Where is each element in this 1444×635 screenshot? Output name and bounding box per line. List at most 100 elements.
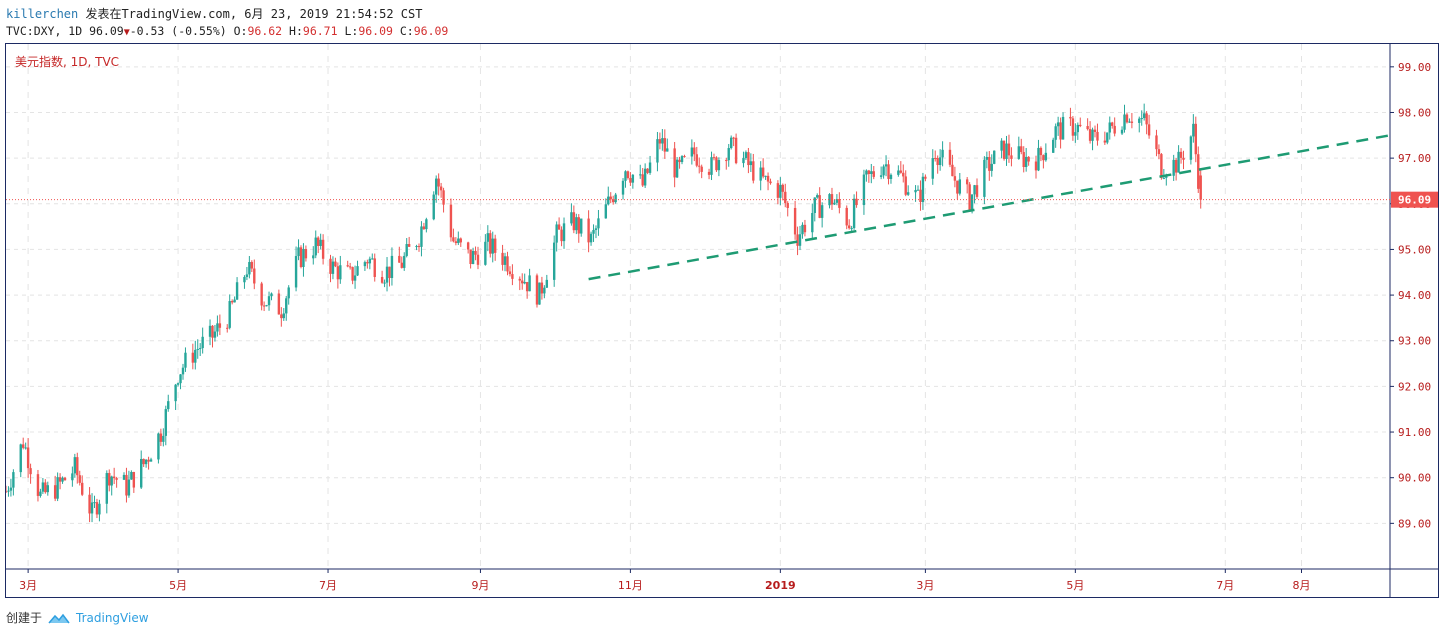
candle-body: [717, 160, 721, 171]
candle-body: [710, 157, 713, 175]
candle-body: [580, 218, 583, 234]
candle-body: [764, 175, 767, 177]
candle-body: [727, 148, 730, 161]
candle-body: [415, 246, 418, 248]
candle-body: [61, 477, 64, 482]
candle-body: [1076, 124, 1080, 133]
candle-body: [752, 161, 755, 181]
candle-body: [993, 150, 996, 164]
candle-body: [245, 274, 249, 278]
candle-body: [921, 176, 925, 203]
candle-body: [803, 224, 807, 233]
candle-body: [285, 298, 288, 314]
candle-body: [675, 159, 679, 178]
candle-body: [626, 171, 630, 178]
candle-body: [253, 268, 256, 284]
y-tick-label: 95.00: [1398, 243, 1431, 256]
candle-body: [304, 249, 308, 259]
candle-body: [523, 282, 526, 284]
candle-body: [744, 152, 748, 159]
candle-body: [1145, 113, 1148, 125]
author-name[interactable]: killerchen: [6, 7, 79, 21]
candle-body: [865, 170, 868, 175]
candle-body: [422, 226, 426, 230]
tradingview-brand[interactable]: TradingView: [76, 610, 149, 625]
candle-body: [1024, 156, 1028, 168]
candle-body: [403, 255, 406, 268]
candle-body: [78, 475, 81, 483]
candlestick-chart[interactable]: 89.0090.0091.0092.0093.0094.0095.0096.00…: [6, 44, 1438, 597]
y-tick-label: 94.00: [1398, 289, 1431, 302]
candle-body: [975, 185, 979, 197]
candle-body: [250, 262, 254, 269]
candle-body: [162, 435, 165, 442]
candle-body: [855, 198, 858, 206]
candle-body: [973, 185, 976, 195]
x-tick-label: 7月: [319, 579, 337, 592]
candle-body: [525, 282, 529, 292]
candle-body: [196, 348, 199, 350]
candle-body: [761, 167, 765, 177]
candle-body: [233, 299, 236, 303]
low-value: 96.09: [358, 24, 393, 38]
candle-body: [1197, 154, 1200, 189]
candle-body: [457, 238, 460, 244]
candle-body: [489, 233, 492, 254]
candle-body: [314, 237, 317, 256]
candle-body: [476, 254, 480, 265]
candle-body: [1074, 132, 1077, 136]
candle-body: [575, 217, 578, 231]
candle-body: [1086, 126, 1089, 130]
candle-body: [469, 249, 472, 264]
candle-body: [663, 138, 667, 152]
candle-body: [535, 275, 539, 305]
trendline: [588, 134, 1391, 281]
candle-body: [511, 274, 514, 279]
candle-body: [594, 228, 598, 230]
footer: 创建于 TradingView: [6, 609, 149, 626]
candle-body: [1069, 116, 1072, 119]
x-tick-label: 5月: [1066, 579, 1084, 592]
candle-body: [793, 207, 797, 235]
candle-body: [149, 459, 153, 462]
candle-body: [1140, 118, 1143, 120]
candle-body: [1142, 113, 1146, 119]
candle-body: [818, 195, 821, 218]
x-tick-label: 8月: [1293, 579, 1311, 592]
candle-body: [604, 204, 608, 219]
candle-body: [336, 266, 340, 280]
candle-body: [845, 207, 848, 226]
chart-frame[interactable]: 89.0090.0091.0092.0093.0094.0095.0096.00…: [5, 43, 1439, 598]
last-price-label: 96.09: [1398, 194, 1431, 207]
candle-body: [828, 194, 831, 206]
candle-body: [12, 472, 15, 488]
candle-body: [127, 479, 131, 496]
candle-body: [1096, 131, 1099, 141]
candle-body: [784, 191, 787, 204]
candle-body: [1125, 114, 1129, 123]
price-change: -0.53 (-0.55%): [129, 24, 227, 38]
candle-body: [1002, 140, 1006, 159]
candle-body: [833, 202, 836, 205]
candle-body: [587, 218, 590, 243]
candle-body: [339, 265, 342, 280]
low-label: L:: [344, 24, 359, 38]
candle-body: [508, 271, 512, 275]
candle-body: [503, 256, 507, 265]
candle-body: [1177, 151, 1180, 173]
candle-body: [471, 250, 475, 264]
candle-body: [867, 170, 871, 174]
candle-body: [1111, 122, 1114, 126]
candle-body: [1088, 129, 1092, 141]
candle-body: [90, 502, 94, 514]
candle-body: [491, 238, 494, 254]
candle-body: [990, 163, 993, 171]
candle-body: [346, 265, 349, 267]
candle-body: [140, 458, 143, 488]
candle-body: [1005, 143, 1008, 159]
candle-body: [948, 149, 952, 165]
candle-body: [1162, 177, 1166, 179]
candle-body: [931, 158, 934, 179]
candle-body: [115, 478, 118, 480]
candle-body: [73, 457, 77, 474]
